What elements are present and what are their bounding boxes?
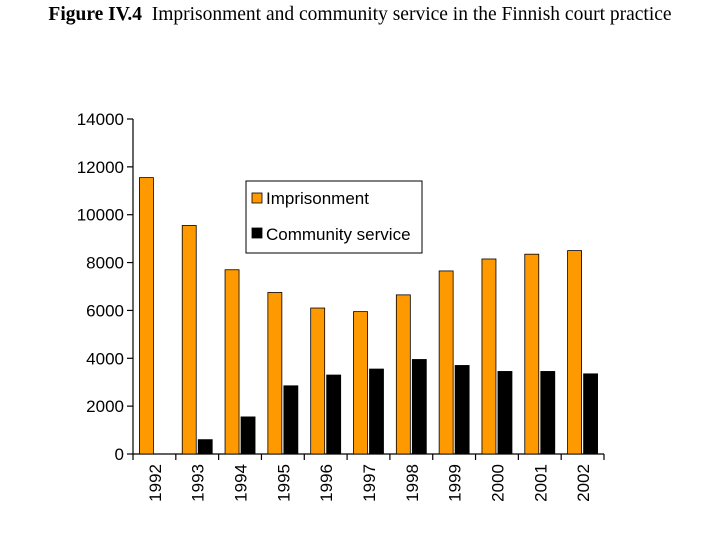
- x-tick-label: 1994: [232, 464, 251, 502]
- y-tick-label: 6000: [86, 301, 124, 320]
- y-tick-label: 8000: [86, 254, 124, 273]
- bars: [139, 177, 598, 455]
- bar-community-service-1995: [283, 385, 299, 455]
- legend: Imprisonment Community service: [245, 180, 423, 254]
- y-tick-label: 10000: [77, 206, 124, 225]
- y-tick-label: 12000: [77, 158, 124, 177]
- bar-imprisonment-1993: [181, 225, 197, 455]
- x-tick-label: 1992: [146, 464, 165, 502]
- x-tick-label: 1998: [403, 464, 422, 502]
- bar-community-service-1993: [197, 439, 213, 455]
- legend-label-community-service: Community service: [266, 225, 411, 244]
- x-tick-label: 1993: [189, 464, 208, 502]
- legend-label-imprisonment: Imprisonment: [266, 189, 369, 208]
- x-tick-label: 2000: [488, 464, 507, 502]
- x-tick-label: 1997: [360, 464, 379, 502]
- bar-community-service-1999: [454, 365, 470, 455]
- figure-caption: Imprisonment and community service in th…: [151, 4, 672, 25]
- y-tick-label: 0: [115, 445, 124, 464]
- bar-community-service-2000: [497, 371, 513, 455]
- bar-imprisonment-1992: [139, 177, 154, 455]
- bar-community-service-1996: [326, 374, 342, 455]
- x-tick-label: 1999: [446, 464, 465, 502]
- bar-imprisonment-1996: [310, 307, 326, 455]
- bar-community-service-2001: [540, 371, 556, 455]
- x-tick-label: 1995: [274, 464, 293, 502]
- bar-imprisonment-1997: [353, 311, 368, 455]
- bar-imprisonment-2001: [524, 253, 540, 455]
- x-tick-label: 2001: [531, 464, 550, 502]
- legend-swatch-community-service: [251, 227, 263, 239]
- x-tick-label: 2002: [574, 464, 593, 502]
- bar-imprisonment-1994: [224, 269, 240, 455]
- figure-label: Figure IV.4: [48, 4, 142, 25]
- bar-community-service-1998: [411, 359, 427, 455]
- bar-community-service-1997: [369, 368, 384, 455]
- x-tick-label: 1996: [317, 464, 336, 502]
- bar-community-service-2002: [583, 373, 598, 455]
- y-tick-label: 2000: [86, 397, 124, 416]
- bar-imprisonment-2000: [481, 258, 497, 455]
- bar-imprisonment-2002: [567, 250, 582, 455]
- legend-box: [245, 180, 423, 254]
- x-axis: 1992 1993 1994 1995 1996 1997 1998 1999 2000 2001…: [132, 453, 605, 502]
- figure-title: Figure IV.4 Imprisonment and community s…: [0, 4, 720, 26]
- bar-imprisonment-1999: [438, 270, 454, 455]
- bar-community-service-1994: [240, 416, 256, 455]
- bar-imprisonment-1995: [267, 292, 283, 455]
- y-tick-label: 4000: [86, 349, 124, 368]
- bar-imprisonment-1998: [395, 294, 411, 455]
- y-tick-label: 14000: [77, 110, 124, 129]
- legend-swatch-imprisonment: [251, 192, 263, 204]
- y-axis: 0 2000 4000 6000 8000 10000 12000 14000: [77, 110, 134, 464]
